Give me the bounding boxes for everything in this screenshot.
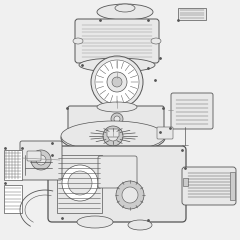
Circle shape (107, 72, 127, 92)
Circle shape (108, 131, 118, 141)
FancyBboxPatch shape (107, 129, 119, 137)
FancyBboxPatch shape (68, 106, 164, 132)
Bar (183, 178, 188, 186)
Ellipse shape (61, 123, 165, 153)
Ellipse shape (151, 38, 161, 44)
Circle shape (116, 181, 144, 209)
FancyBboxPatch shape (157, 127, 173, 139)
Bar (4, 150, 22, 180)
FancyBboxPatch shape (98, 156, 137, 188)
Circle shape (114, 116, 120, 122)
FancyBboxPatch shape (20, 141, 62, 180)
FancyBboxPatch shape (75, 19, 159, 63)
Ellipse shape (97, 4, 153, 20)
Circle shape (91, 56, 143, 108)
Bar (4, 185, 22, 213)
Ellipse shape (115, 4, 135, 12)
Bar (230, 172, 235, 200)
Circle shape (111, 113, 123, 125)
Ellipse shape (79, 58, 155, 72)
Ellipse shape (97, 102, 137, 112)
FancyBboxPatch shape (171, 93, 213, 129)
Circle shape (95, 60, 139, 104)
Ellipse shape (73, 38, 83, 44)
Bar (57, 155, 102, 213)
Circle shape (68, 171, 92, 195)
Ellipse shape (61, 121, 165, 151)
Circle shape (36, 155, 46, 165)
FancyBboxPatch shape (182, 167, 236, 205)
FancyBboxPatch shape (27, 151, 41, 161)
Circle shape (62, 165, 98, 201)
Bar (178, 8, 206, 20)
Circle shape (122, 187, 138, 203)
FancyBboxPatch shape (48, 146, 186, 222)
Ellipse shape (128, 220, 152, 230)
Ellipse shape (77, 216, 113, 228)
Circle shape (103, 126, 123, 146)
Circle shape (112, 77, 122, 87)
Circle shape (31, 150, 51, 170)
